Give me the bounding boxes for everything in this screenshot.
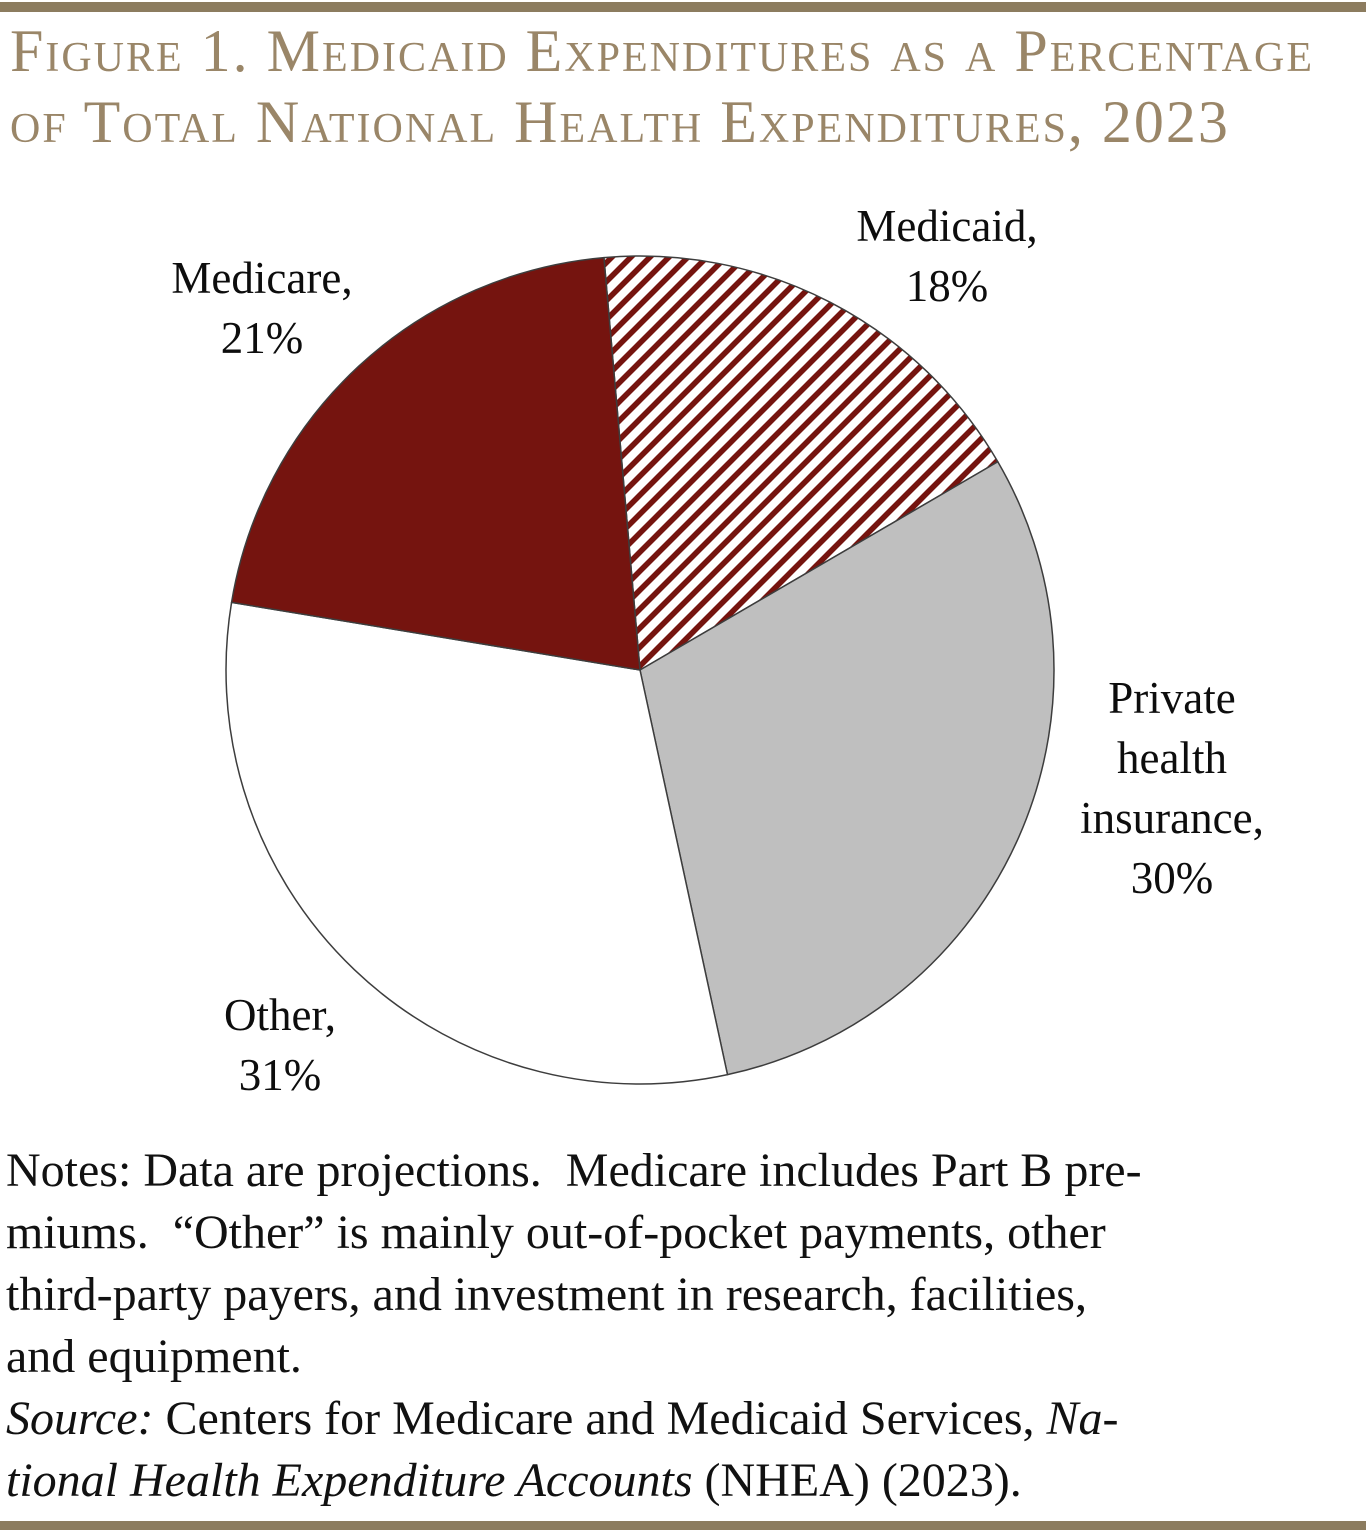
notes-line: Source: Centers for Medicare and Medicai…	[6, 1388, 1358, 1450]
notes-text: third-party payers, and investment in re…	[6, 1268, 1087, 1321]
slice-label-medicaid: Medicaid, 18%	[856, 201, 1038, 311]
figure-title-line-1: Figure 1. Medicaid Expenditures as a Per…	[10, 18, 1314, 84]
pie-slice-medicaid	[603, 255, 999, 671]
notes-text-italic: Source:	[6, 1392, 154, 1445]
figure-title-line-2: of Total National Health Expenditures, 2…	[10, 89, 1230, 155]
notes-text-italic: Na-	[1046, 1392, 1119, 1445]
notes-text: and equipment.	[6, 1330, 302, 1383]
bottom-rule	[0, 1521, 1366, 1530]
pie-slice-other	[225, 601, 729, 1085]
notes-line: miums. “Other” is mainly out-of-pocket p…	[6, 1202, 1358, 1264]
figure-title: Figure 1. Medicaid Expenditures as a Per…	[10, 16, 1360, 158]
notes-line: Notes: Data are projections. Medicare in…	[6, 1140, 1358, 1202]
pie-slice-private-health-insurance	[639, 461, 1055, 1076]
notes-text: (NHEA) (2023).	[692, 1454, 1022, 1507]
pie-chart	[182, 212, 1098, 1128]
pie-slice-medicare	[230, 256, 641, 671]
notes-line: and equipment.	[6, 1326, 1358, 1388]
notes-text-italic: tional Health Expenditure Accounts	[6, 1454, 693, 1507]
pie-chart-svg	[225, 255, 1055, 1085]
figure-notes: Notes: Data are projections. Medicare in…	[6, 1140, 1358, 1512]
notes-text: Centers for Medicare and Medicaid Servic…	[153, 1392, 1047, 1445]
slice-label-private-health-insurance: Private health insurance, 30%	[1080, 673, 1264, 903]
notes-text: miums. “Other” is mainly out-of-pocket p…	[6, 1206, 1106, 1259]
notes-line: tional Health Expenditure Accounts (NHEA…	[6, 1450, 1358, 1512]
slice-label-medicare: Medicare, 21%	[171, 253, 353, 363]
top-rule	[0, 2, 1366, 12]
slice-label-other: Other, 31%	[224, 990, 336, 1100]
notes-line: third-party payers, and investment in re…	[6, 1264, 1358, 1326]
notes-text: Notes: Data are projections. Medicare in…	[6, 1144, 1142, 1197]
